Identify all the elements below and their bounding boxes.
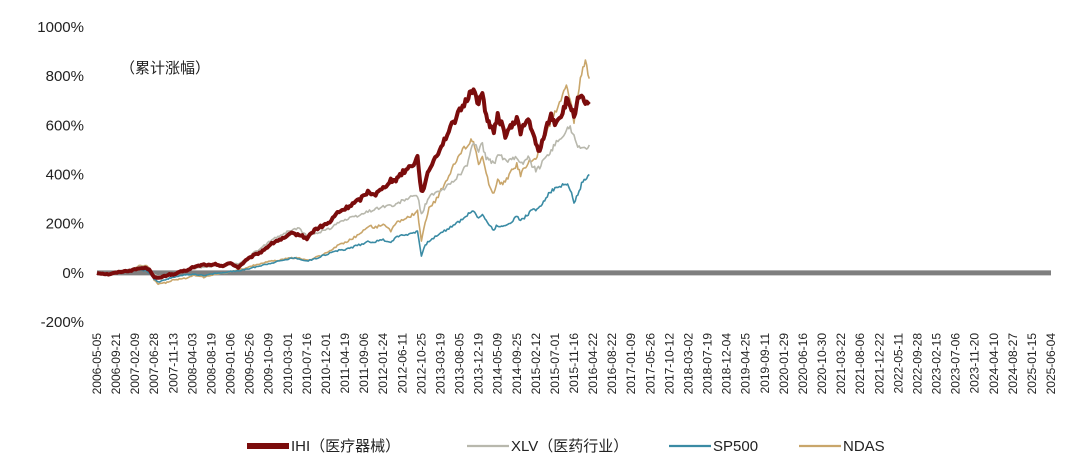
x-tick-label: 2024-08-27: [1006, 333, 1020, 395]
legend-label-1: XLV（医药行业）: [511, 438, 628, 455]
x-tick-label: 2012-10-25: [414, 333, 428, 395]
x-tick-label: 2006-09-21: [109, 333, 123, 395]
x-tick-label: 2023-07-06: [949, 333, 963, 395]
x-tick-label: 2017-10-12: [662, 333, 676, 395]
series-line-2: [96, 173, 590, 283]
x-tick-label: 2021-03-22: [834, 333, 848, 395]
y-tick-label: 200%: [46, 216, 84, 233]
x-tick-label: 2020-10-30: [815, 333, 829, 395]
x-tick-label: 2011-04-19: [338, 333, 352, 394]
x-tick-label: 2021-12-22: [872, 333, 886, 395]
x-tick-label: 2014-05-09: [491, 333, 505, 395]
x-tick-label: 2023-11-20: [968, 333, 982, 394]
x-tick-label: 2016-08-22: [605, 333, 619, 395]
x-tick-label: 2017-01-09: [624, 333, 638, 395]
x-tick-label: 2020-01-29: [777, 333, 791, 395]
x-tick-label: 2007-11-13: [166, 333, 180, 394]
x-tick-label: 2019-04-25: [739, 333, 753, 395]
x-tick-label: 2024-04-10: [987, 333, 1001, 395]
x-tick-label: 2009-01-06: [224, 333, 238, 395]
y-tick-label: -200%: [41, 314, 84, 331]
x-tick-label: 2015-11-16: [567, 333, 581, 394]
legend-label-2: SP500: [713, 438, 758, 455]
x-tick-label: 2010-07-16: [300, 333, 314, 395]
x-tick-label: 2015-02-12: [529, 333, 543, 395]
series-line-0: [96, 87, 591, 280]
legend: IHI（医疗器械） XLV（医药行业） SP500 NDAS: [247, 438, 885, 455]
y-tick-label: 0%: [62, 265, 84, 282]
y-tick-label: 600%: [46, 117, 84, 134]
x-tick-label: 2007-06-28: [147, 333, 161, 395]
x-tick-label: 2006-05-05: [90, 333, 104, 395]
y-axis: 1000% 800% 600% 400% 200% 0% -200%: [37, 19, 84, 331]
x-tick-label: 2009-10-09: [262, 333, 276, 395]
x-axis: 2006-05-05 2006-09-21 2007-02-09 2007-06-28…: [90, 333, 1058, 395]
x-tick-label: 2015-07-01: [548, 333, 562, 395]
x-tick-label: 2012-06-11: [395, 333, 409, 394]
x-tick-label: 2019-09-11: [758, 333, 772, 394]
x-tick-label: 2020-06-16: [796, 333, 810, 395]
legend-label-0: IHI（医疗器械）: [291, 438, 400, 455]
y-tick-label: 400%: [46, 167, 84, 184]
x-tick-label: 2009-05-26: [243, 333, 257, 395]
x-tick-label: 2017-05-26: [643, 333, 657, 395]
x-tick-label: 2021-08-06: [853, 333, 867, 395]
x-tick-label: 2018-12-04: [720, 333, 734, 395]
series-line-3: [96, 59, 591, 286]
x-tick-label: 2013-03-19: [433, 333, 447, 395]
x-tick-label: 2022-09-28: [910, 333, 924, 395]
x-tick-label: 2023-02-15: [930, 333, 944, 395]
series-layer: [96, 59, 591, 286]
x-tick-label: 2008-08-19: [205, 333, 219, 395]
x-tick-label: 2013-08-05: [453, 333, 467, 395]
x-tick-label: 2012-01-24: [376, 333, 390, 395]
x-tick-label: 2013-12-19: [472, 333, 486, 395]
series-line-1: [96, 125, 591, 278]
x-tick-label: 2010-03-01: [281, 333, 295, 395]
x-tick-label: 2011-09-06: [357, 333, 371, 394]
x-tick-label: 2008-04-03: [185, 333, 199, 395]
x-tick-label: 2016-04-22: [586, 333, 600, 395]
x-tick-label: 2007-02-09: [128, 333, 142, 395]
y-tick-label: 800%: [46, 68, 84, 85]
legend-label-3: NDAS: [843, 438, 885, 455]
x-tick-label: 2014-09-25: [510, 333, 524, 395]
cumulative-return-annotation: （累计涨幅）: [120, 60, 210, 77]
y-tick-label: 1000%: [37, 19, 84, 36]
x-tick-label: 2025-01-15: [1025, 333, 1039, 395]
x-tick-label: 2018-07-19: [701, 333, 715, 395]
x-tick-label: 2010-12-01: [319, 333, 333, 395]
x-tick-label: 2022-05-11: [891, 333, 905, 394]
x-tick-label: 2018-03-02: [682, 333, 696, 395]
x-tick-label: 2025-06-04: [1044, 333, 1058, 395]
